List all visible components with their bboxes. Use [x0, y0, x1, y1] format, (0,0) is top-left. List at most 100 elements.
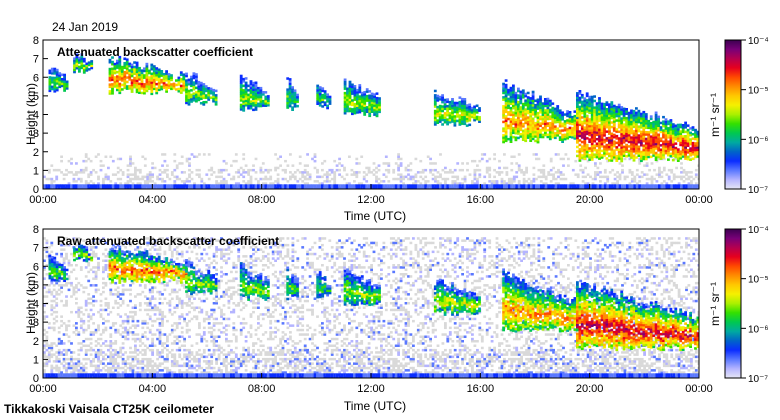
heatmap-cell — [510, 184, 514, 189]
heatmap-cell — [52, 168, 56, 172]
heatmap-cell — [568, 122, 572, 125]
heatmap-cell — [591, 177, 595, 181]
heatmap-cell — [131, 360, 135, 363]
heatmap-cell — [60, 353, 63, 356]
heatmap-cell — [590, 144, 594, 148]
heatmap-cell — [120, 83, 124, 87]
heatmap-cell — [313, 166, 317, 170]
heatmap-cell — [593, 106, 596, 109]
heatmap-cell — [325, 175, 329, 179]
heatmap-cell — [121, 322, 125, 325]
heatmap-cell — [507, 104, 510, 107]
heatmap-cell — [590, 115, 594, 119]
heatmap-cell — [603, 145, 606, 148]
heatmap-cell — [244, 164, 248, 167]
heatmap-cell — [446, 111, 449, 115]
y-tick-label: 5 — [33, 91, 39, 103]
heatmap-cell — [505, 171, 509, 174]
heatmap-cell — [97, 288, 100, 292]
heatmap-cell — [234, 182, 238, 185]
heatmap-cell — [404, 175, 408, 179]
heatmap-cell — [434, 177, 437, 181]
heatmap-cell — [625, 119, 628, 122]
heatmap-cell — [75, 277, 78, 280]
heatmap-cell — [134, 348, 137, 352]
heatmap-cell — [153, 286, 157, 289]
heatmap-cell — [234, 153, 238, 156]
heatmap-cell — [107, 273, 110, 276]
heatmap-cell — [135, 61, 139, 65]
heatmap-cell — [637, 147, 641, 151]
heatmap-cell — [87, 348, 91, 352]
heatmap-cell — [254, 81, 258, 84]
heatmap-cell — [433, 118, 437, 122]
heatmap-cell — [512, 95, 515, 99]
heatmap-cell — [232, 177, 236, 181]
heatmap-cell — [493, 175, 496, 179]
heatmap-cell — [535, 177, 538, 181]
heatmap-cell — [603, 134, 606, 137]
heatmap-cell — [177, 76, 181, 80]
heatmap-cell — [644, 115, 648, 118]
heatmap-cell — [143, 248, 147, 251]
heatmap-cell — [628, 171, 632, 174]
heatmap-cell — [557, 184, 560, 189]
heatmap-cell — [123, 79, 127, 83]
heatmap-cell — [505, 173, 509, 176]
heatmap-cell — [252, 108, 255, 112]
heatmap-cell — [691, 141, 695, 145]
heatmap-cell — [288, 102, 292, 106]
heatmap-cell — [373, 106, 376, 110]
y-tick-label: 8 — [33, 35, 39, 47]
heatmap-cell — [254, 97, 258, 100]
heatmap-cell — [628, 184, 632, 189]
heatmap-cell — [615, 141, 619, 145]
heatmap-cell — [593, 144, 596, 147]
heatmap-cell — [45, 373, 49, 378]
heatmap-cell — [242, 106, 246, 110]
heatmap-cell — [351, 101, 354, 104]
heatmap-cell — [356, 88, 359, 92]
heatmap-cell — [603, 138, 606, 142]
heatmap-cell — [185, 99, 188, 102]
heatmap-cell — [190, 75, 193, 79]
heatmap-cell — [573, 132, 577, 136]
heatmap-cell — [431, 177, 435, 181]
heatmap-cell — [109, 351, 113, 354]
heatmap-cell — [375, 180, 378, 183]
heatmap-cell — [326, 95, 329, 99]
heatmap-cell — [55, 360, 59, 363]
heatmap-cell — [108, 67, 112, 71]
heatmap-cell — [55, 68, 59, 72]
heatmap-cell — [360, 105, 364, 108]
heatmap-cell — [446, 184, 450, 189]
heatmap-cell — [512, 127, 515, 130]
heatmap-cell — [179, 71, 183, 74]
heatmap-cell — [580, 136, 584, 139]
heatmap-cell — [237, 184, 241, 189]
heatmap-cell — [148, 290, 152, 294]
heatmap-cell — [87, 313, 91, 316]
heatmap-cell — [50, 299, 54, 303]
heatmap-cell — [593, 115, 596, 118]
heatmap-cell — [296, 104, 299, 108]
heatmap-cell — [111, 89, 114, 93]
heatmap-cell — [583, 104, 587, 107]
heatmap-cell — [475, 117, 479, 121]
heatmap-cell — [143, 69, 146, 73]
heatmap-cell — [48, 69, 52, 72]
heatmap-cell — [460, 115, 464, 119]
heatmap-cell — [562, 157, 565, 161]
heatmap-cell — [659, 128, 663, 131]
heatmap-cell — [99, 308, 103, 312]
heatmap-cell — [541, 135, 545, 139]
heatmap-cell — [595, 104, 599, 107]
heatmap-cell — [640, 132, 643, 136]
heatmap-cell — [536, 132, 540, 135]
heatmap-cell — [590, 127, 594, 130]
heatmap-cell — [353, 109, 357, 113]
heatmap-cell — [644, 126, 648, 129]
heatmap-cell — [237, 168, 241, 172]
heatmap-cell — [148, 175, 152, 179]
heatmap-cell — [77, 177, 81, 181]
